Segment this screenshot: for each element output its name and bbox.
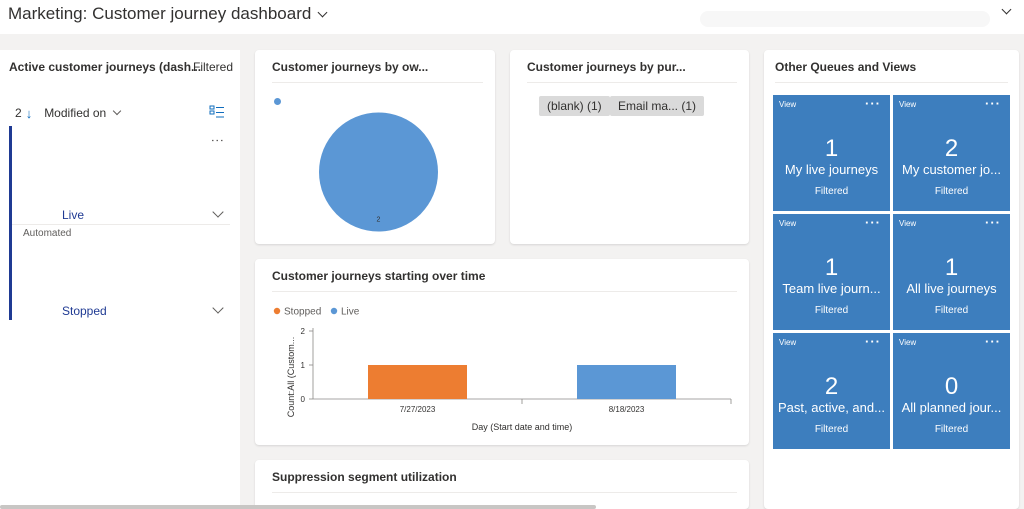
y-tick-label: 2 xyxy=(301,327,306,336)
tile-filter: Filtered xyxy=(934,305,969,316)
divider xyxy=(9,224,230,225)
more-options-icon[interactable]: ··· xyxy=(865,96,881,111)
tile-view-label: View xyxy=(779,219,797,228)
y-tick-label: 1 xyxy=(301,361,306,370)
tile-name: All live journeys xyxy=(906,281,997,296)
more-options-icon[interactable]: ··· xyxy=(865,215,881,230)
legend-marker xyxy=(273,307,281,315)
more-options-icon[interactable]: ··· xyxy=(865,334,881,349)
tile-name: Past, active, and... xyxy=(778,400,885,415)
redacted-region xyxy=(700,11,990,27)
queue-tile[interactable]: View ··· 1 My live journeys Filtered xyxy=(773,95,890,211)
chevron-down-icon[interactable] xyxy=(212,302,224,314)
dashboard-selector[interactable]: Marketing: Customer journey dashboard xyxy=(8,4,328,24)
tile-view-label: View xyxy=(899,219,917,228)
chart-card-over-time: Customer journeys starting over time Sto… xyxy=(255,259,749,445)
tile-filter: Filtered xyxy=(814,186,849,197)
chart-card-suppression: Suppression segment utilization xyxy=(255,460,749,509)
more-options-icon[interactable]: ··· xyxy=(985,215,1001,230)
sort-field[interactable]: Modified on xyxy=(44,106,107,120)
tile-view-label: View xyxy=(899,100,917,109)
chart-card-by-owner: Customer journeys by ow... 2 xyxy=(255,50,495,244)
chart-card-by-purpose: Customer journeys by pur... (blank) (1) … xyxy=(510,50,749,244)
header-bar: Marketing: Customer journey dashboard xyxy=(0,0,1024,34)
journey-group-live[interactable]: ⋮ Live xyxy=(9,126,230,224)
card-title: Customer journeys by ow... xyxy=(272,60,429,74)
chevron-down-icon[interactable] xyxy=(112,106,122,116)
card-title: Other Queues and Views xyxy=(775,60,917,74)
filter-label: Filtered xyxy=(193,60,234,74)
bar xyxy=(577,365,676,399)
sort-direction-icon[interactable]: ↓ xyxy=(25,105,33,121)
journey-group-stopped[interactable]: Automated Stopped xyxy=(9,224,230,320)
list-view-icon[interactable] xyxy=(209,105,225,119)
chevron-down-icon[interactable] xyxy=(212,206,224,218)
x-tick-label: 8/18/2023 xyxy=(609,405,645,414)
tile-count: 2 xyxy=(944,135,959,162)
horizontal-scrollbar[interactable] xyxy=(0,505,596,509)
queue-tile[interactable]: View ··· 2 Past, active, and... Filtered xyxy=(773,333,890,449)
more-options-icon[interactable]: ··· xyxy=(985,334,1001,349)
tile-count: 1 xyxy=(824,135,839,162)
legend-marker xyxy=(330,307,338,315)
tile-name: All planned jour... xyxy=(901,400,1002,415)
bar xyxy=(368,365,467,399)
tile-name: Team live journ... xyxy=(782,281,881,296)
queue-tile[interactable]: View ··· 2 My customer jo... Filtered xyxy=(893,95,1010,211)
card-title: Suppression segment utilization xyxy=(272,470,457,484)
pie-chart: 2 xyxy=(319,112,438,232)
more-options-icon[interactable]: ··· xyxy=(985,96,1001,111)
tile-name: My customer jo... xyxy=(902,162,1001,177)
tile-filter: Filtered xyxy=(814,305,849,316)
more-options-icon[interactable]: ⋮ xyxy=(210,134,225,147)
tile-count: 1 xyxy=(944,254,959,281)
divider xyxy=(272,291,737,292)
bar-chart: Stopped Live 0 1 2 Count:All (Custom... 7/27/2… xyxy=(273,307,732,432)
tile-name: My live journeys xyxy=(784,162,879,177)
legend-label: Live xyxy=(341,307,360,318)
page-title: Marketing: Customer journey dashboard xyxy=(8,4,312,23)
divider xyxy=(272,492,737,493)
sort-row[interactable]: 2 ↓ Modified on xyxy=(15,104,230,122)
queue-tile[interactable]: View ··· 1 All live journeys Filtered xyxy=(893,214,1010,330)
tile-view-label: View xyxy=(899,338,917,347)
y-axis-title: Count:All (Custom... xyxy=(286,337,296,418)
legend-marker xyxy=(274,98,281,105)
x-axis-title: Day (Start date and time) xyxy=(472,422,573,432)
queue-tile[interactable]: View ··· 0 All planned jour... Filtered xyxy=(893,333,1010,449)
tile-filter: Filtered xyxy=(814,424,849,435)
card-title: Customer journeys starting over time xyxy=(272,269,486,283)
legend-label: Stopped xyxy=(284,307,321,318)
panel-title: Active customer journeys (dash... xyxy=(9,60,202,74)
tile-filter: Filtered xyxy=(934,424,969,435)
journey-type-label: Automated xyxy=(23,228,72,239)
y-tick-label: 0 xyxy=(301,395,306,404)
tile-view-label: View xyxy=(779,338,797,347)
pie-data-label: 2 xyxy=(377,217,381,224)
tile-count: 0 xyxy=(944,373,959,400)
pie-slice xyxy=(319,112,438,232)
active-journeys-panel: Active customer journeys (dash... Filter… xyxy=(0,50,240,509)
record-count: 2 xyxy=(15,106,22,120)
chevron-down-icon[interactable] xyxy=(1001,4,1012,15)
queue-tile[interactable]: View ··· 1 Team live journ... Filtered xyxy=(773,214,890,330)
category-chip[interactable]: (blank) (1) xyxy=(539,96,610,116)
category-chip[interactable]: Email ma... (1) xyxy=(610,96,705,116)
divider xyxy=(775,82,1008,83)
group-label[interactable]: Live xyxy=(62,208,85,222)
tile-filter: Filtered xyxy=(934,186,969,197)
divider xyxy=(272,82,483,83)
group-label[interactable]: Stopped xyxy=(62,304,107,318)
chevron-down-icon xyxy=(317,7,328,17)
tile-count: 2 xyxy=(824,373,839,400)
tile-count: 1 xyxy=(824,254,839,281)
x-tick-label: 7/27/2023 xyxy=(400,405,436,414)
card-title: Customer journeys by pur... xyxy=(527,60,686,74)
tile-view-label: View xyxy=(779,100,797,109)
divider xyxy=(527,82,737,83)
